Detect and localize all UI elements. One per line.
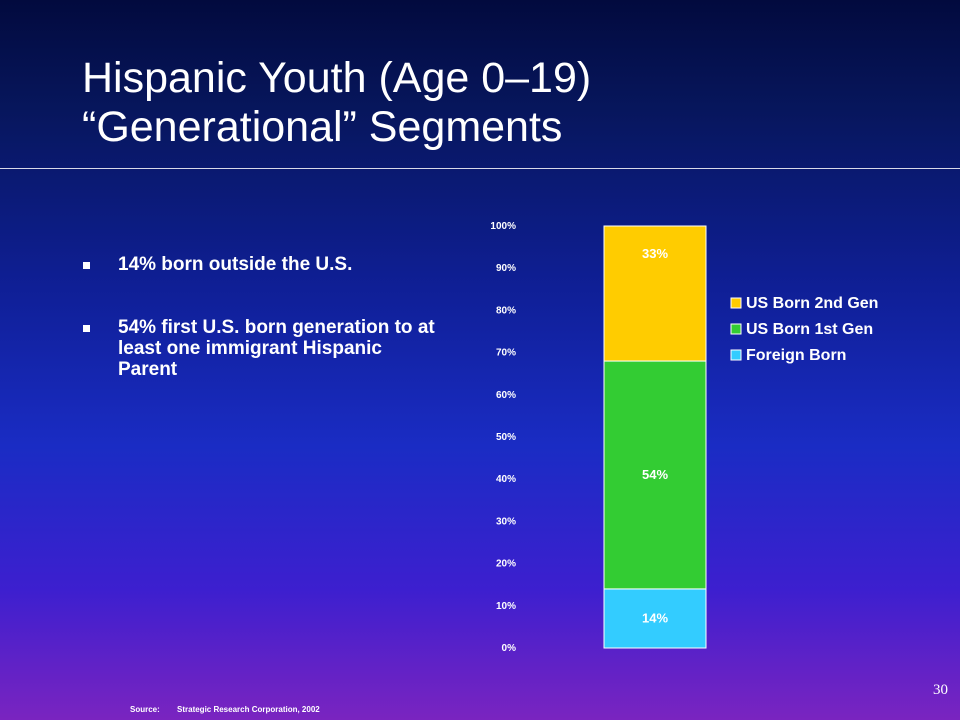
legend-label: US Born 2nd Gen bbox=[746, 295, 878, 312]
title-line-2: “Generational” Segments bbox=[82, 103, 563, 151]
bullet-item: 54% first U.S. born generation to at lea… bbox=[80, 317, 440, 380]
square-bullet-icon bbox=[83, 262, 90, 269]
y-tick-label: 100% bbox=[490, 221, 516, 232]
y-tick-label: 30% bbox=[496, 516, 516, 527]
y-tick-label: 80% bbox=[496, 305, 516, 316]
bullet-item: 14% born outside the U.S. bbox=[80, 254, 440, 275]
bullet-list: 14% born outside the U.S. 54% first U.S.… bbox=[80, 254, 440, 422]
title-line-1: Hispanic Youth (Age 0–19) bbox=[82, 54, 592, 102]
page-number: 30 bbox=[933, 682, 948, 698]
legend-label: Foreign Born bbox=[746, 347, 846, 364]
data-label: 14% bbox=[642, 610, 668, 625]
y-tick-label: 90% bbox=[496, 263, 516, 274]
legend-swatch bbox=[730, 323, 742, 335]
y-tick-label: 0% bbox=[502, 643, 517, 654]
y-tick-label: 70% bbox=[496, 348, 516, 359]
y-tick-label: 20% bbox=[496, 559, 516, 570]
bullet-text: 54% first U.S. born generation to at lea… bbox=[118, 317, 435, 380]
data-label: 54% bbox=[642, 467, 668, 482]
square-bullet-icon bbox=[83, 325, 90, 332]
y-tick-label: 60% bbox=[496, 390, 516, 401]
legend-swatch bbox=[730, 349, 742, 361]
bullet-text: 14% born outside the U.S. bbox=[118, 254, 353, 275]
y-tick-label: 50% bbox=[496, 432, 516, 443]
legend-swatch bbox=[730, 297, 742, 309]
source-text: Strategic Research Corporation, 2002 bbox=[177, 705, 320, 714]
source-label: Source: bbox=[130, 705, 160, 714]
bar-segment-us-born-2nd-gen bbox=[603, 225, 707, 362]
slide-title: Hispanic Youth (Age 0–19) “Generational”… bbox=[82, 54, 591, 152]
y-tick-label: 40% bbox=[496, 474, 516, 485]
y-tick-label: 10% bbox=[496, 601, 516, 612]
title-divider bbox=[0, 168, 960, 169]
data-label: 33% bbox=[642, 246, 668, 261]
legend-label: US Born 1st Gen bbox=[746, 321, 873, 338]
